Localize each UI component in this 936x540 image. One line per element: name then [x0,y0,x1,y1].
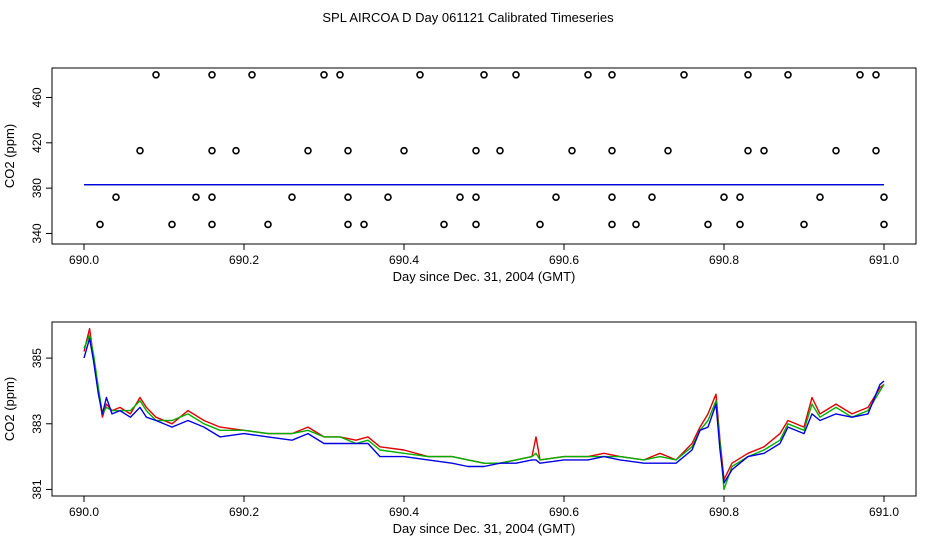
bottom-y-tick-label: 383 [30,413,44,433]
scatter-point [248,71,256,79]
scatter-point [648,193,656,201]
top-x-tick-label: 690.4 [389,253,419,267]
scatter-point [536,220,544,229]
top-y-tick-label: 420 [30,132,44,152]
top-y-axis-label: CO2 (ppm) [2,124,17,188]
top-x-axis: 690.0 690.2 690.4 690.6 690.8 691.0 [69,244,899,267]
bottom-x-tick-label: 690.6 [549,505,579,519]
bottom-y-tick-label: 381 [30,479,44,499]
scatter-point [264,220,272,229]
scatter-point [872,71,880,79]
bottom-series-lines [83,327,885,491]
scatter-point [608,71,616,79]
bottom-series-green [83,334,885,491]
scatter-point [288,193,296,201]
top-y-tick-label: 380 [30,178,44,198]
scatter-point [152,71,160,79]
scatter-point [816,193,824,201]
scatter-point [496,146,504,155]
bottom-series-red [83,327,885,481]
scatter-point [208,220,216,229]
top-y-tick-label: 460 [30,87,44,107]
bottom-y-tick-label: 385 [30,348,44,368]
scatter-point [608,193,616,201]
scatter-point [480,71,488,79]
scatter-point [720,193,728,201]
scatter-point [872,146,880,155]
bottom-x-tick-label: 690.2 [229,505,259,519]
scatter-point [736,193,744,201]
scatter-point [744,146,752,155]
top-x-tick-label: 690.6 [549,253,579,267]
scatter-point [232,146,240,155]
scatter-point [384,193,392,201]
top-panel: 690.0 690.2 690.4 690.6 690.8 691.0 340 380 420… [2,67,917,284]
scatter-point [608,220,616,229]
bottom-plot-frame [51,321,917,497]
bottom-panel: 690.0 690.2 690.4 690.6 690.8 691.0 381 383 385… [2,321,917,536]
top-x-tick-label: 690.8 [709,253,739,267]
scatter-point [736,220,744,229]
scatter-point [96,220,104,229]
bottom-y-axis: 381 383 385 [30,348,52,499]
figure-title: SPL AIRCOA D Day 061121 Calibrated Times… [322,10,614,25]
scatter-point [800,220,808,229]
scatter-point [136,146,144,155]
scatter-point [568,146,576,155]
scatter-point [440,220,448,229]
scatter-point [336,71,344,79]
scatter-point [472,146,480,155]
scatter-point [880,193,888,201]
scatter-point [472,193,480,201]
scatter-point [856,71,864,79]
scatter-point [760,146,768,155]
scatter-point [744,71,752,79]
scatter-point [344,220,352,229]
scatter-point [832,146,840,155]
top-x-tick-label: 690.0 [69,253,99,267]
scatter-point [680,71,688,79]
top-plot-frame [51,67,917,245]
bottom-y-axis-label: CO2 (ppm) [2,377,17,441]
scatter-point [704,220,712,229]
top-y-axis: 340 380 420 460 [30,87,52,243]
scatter-point [416,71,424,79]
scatter-point [632,220,640,229]
scatter-point [320,71,328,79]
scatter-point [168,220,176,229]
scatter-point [112,193,120,201]
scatter-point [360,220,368,229]
scatter-point [472,220,480,229]
scatter-point [344,146,352,155]
bottom-x-axis: 690.0 690.2 690.4 690.6 690.8 691.0 [69,496,899,519]
scatter-point [208,193,216,201]
scatter-point [456,193,464,201]
top-x-axis-label: Day since Dec. 31, 2004 (GMT) [393,269,576,284]
top-x-tick-label: 690.2 [229,253,259,267]
bottom-x-tick-label: 690.4 [389,505,419,519]
bottom-x-tick-label: 690.0 [69,505,99,519]
scatter-point [344,193,352,201]
bottom-x-axis-label: Day since Dec. 31, 2004 (GMT) [393,521,576,536]
bottom-series-blue [83,337,885,484]
scatter-point [304,146,312,155]
top-scatter-points [96,71,888,229]
scatter-point [208,71,216,79]
bottom-x-tick-label: 691.0 [869,505,899,519]
scatter-point [784,71,792,79]
scatter-point [584,71,592,79]
scatter-point [552,193,560,201]
bottom-x-tick-label: 690.8 [709,505,739,519]
top-y-tick-label: 340 [30,223,44,243]
scatter-point [512,71,520,79]
top-x-tick-label: 691.0 [869,253,899,267]
scatter-point [664,146,672,155]
scatter-point [208,146,216,155]
scatter-point [400,146,408,155]
scatter-point [608,146,616,155]
scatter-point [880,220,888,229]
scatter-point [192,193,200,201]
